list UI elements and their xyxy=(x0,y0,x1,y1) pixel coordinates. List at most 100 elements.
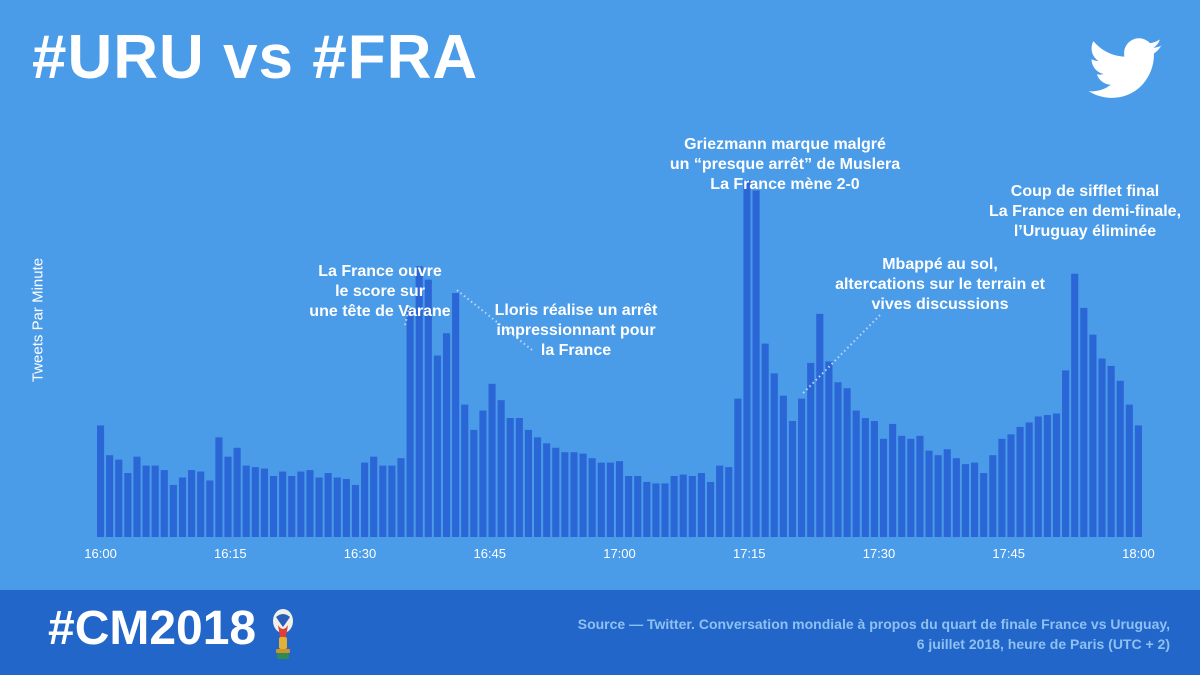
bar-minute-107 xyxy=(1071,273,1079,537)
bar-minute-81 xyxy=(834,382,842,537)
bar-minute-62 xyxy=(661,483,669,537)
twitter-bird-icon xyxy=(1088,38,1162,98)
bar-minute-1 xyxy=(106,455,114,537)
bar-minute-110 xyxy=(1098,358,1106,537)
bar-minute-17 xyxy=(251,467,259,537)
bar-minute-4 xyxy=(133,456,141,538)
bar-minute-106 xyxy=(1062,370,1070,537)
bar-minute-67 xyxy=(706,481,715,537)
bar-minute-7 xyxy=(160,470,168,537)
x-tick-label: 17:15 xyxy=(733,546,766,561)
bar-minute-9 xyxy=(178,477,187,537)
bar-minute-100 xyxy=(1007,434,1015,537)
bar-minute-74 xyxy=(770,373,778,538)
x-tick-label: 18:00 xyxy=(1122,546,1155,561)
bar-minute-102 xyxy=(1025,422,1033,537)
bar-minute-108 xyxy=(1080,307,1088,537)
bar-minute-54 xyxy=(588,458,596,537)
bar-minute-99 xyxy=(998,438,1006,537)
source-note: Source — Twitter. Conversation mondiale … xyxy=(577,616,1170,652)
bar-minute-50 xyxy=(552,447,560,537)
bar-minute-20 xyxy=(279,471,287,537)
bar-minute-97 xyxy=(980,473,988,537)
bar-minute-12 xyxy=(206,480,214,537)
bar-minute-114 xyxy=(1134,425,1142,537)
bar-minute-24 xyxy=(315,477,323,537)
bar-minute-30 xyxy=(370,456,378,538)
annotation-lloris-save: Lloris réalise un arrêt impressionnant po… xyxy=(494,302,658,359)
bar-minute-61 xyxy=(652,483,660,537)
bar-minute-70 xyxy=(734,398,742,537)
bar-minute-26 xyxy=(333,477,341,537)
bar-minute-47 xyxy=(524,429,532,537)
bar-minute-42 xyxy=(479,410,487,537)
bar-minute-55 xyxy=(597,462,605,538)
bar-minute-63 xyxy=(670,476,678,537)
bar-minute-82 xyxy=(843,388,851,537)
x-tick-label: 17:00 xyxy=(603,546,636,561)
bar-minute-19 xyxy=(269,476,278,537)
bar-minute-71 xyxy=(743,180,751,537)
bar-minute-69 xyxy=(725,467,733,537)
bar-minute-11 xyxy=(197,471,205,537)
bar-minute-94 xyxy=(952,458,960,537)
bar-minute-5 xyxy=(142,465,150,537)
bar-minute-36 xyxy=(424,279,432,537)
bar-minute-109 xyxy=(1089,334,1097,537)
tweets-bar-chart: 16:00 16:15 16:30 16:45 17:00 17:15 17:30 17:45… xyxy=(84,180,1155,561)
bar-minute-95 xyxy=(961,464,970,537)
bar-minute-93 xyxy=(943,449,951,537)
bar-minute-38 xyxy=(442,333,451,537)
leader-varane-goal xyxy=(404,303,412,326)
bar-minute-78 xyxy=(807,362,815,537)
bar-minute-73 xyxy=(761,343,769,538)
bar-minute-104 xyxy=(1043,415,1051,537)
bar-minute-14 xyxy=(224,456,232,538)
bar-minute-15 xyxy=(233,447,241,537)
bar-minute-66 xyxy=(697,473,705,537)
bar-minute-29 xyxy=(361,462,369,538)
bar-minute-80 xyxy=(825,361,833,538)
annotation-final-whistle: Coup de sifflet final La France en demi-f… xyxy=(988,183,1182,240)
bar-minute-43 xyxy=(488,383,496,537)
bar-minute-44 xyxy=(497,400,505,537)
bar-minute-16 xyxy=(242,465,250,537)
bar-minute-49 xyxy=(543,443,551,537)
bar-minute-31 xyxy=(379,465,387,537)
bar-minute-96 xyxy=(971,462,979,538)
bar-minute-92 xyxy=(934,455,942,537)
bar-minute-88 xyxy=(898,435,906,537)
bar-minute-35 xyxy=(415,266,423,537)
bar-minute-84 xyxy=(861,418,869,537)
leader-lloris-save xyxy=(454,288,533,351)
bar-minute-86 xyxy=(879,438,888,537)
bar-minute-32 xyxy=(388,465,396,537)
bar-minute-33 xyxy=(397,458,405,537)
x-tick-label: 16:15 xyxy=(214,546,247,561)
bar-minute-98 xyxy=(989,455,997,537)
bar-minute-87 xyxy=(889,423,897,537)
bar-minute-72 xyxy=(752,190,760,537)
bar-minute-23 xyxy=(306,470,314,537)
x-tick-label: 16:00 xyxy=(84,546,117,561)
annotation-varane-goal: La France ouvre le score sur une tête de V… xyxy=(309,263,451,320)
bar-minute-2 xyxy=(115,459,123,537)
bar-minute-77 xyxy=(798,398,806,537)
bar-minute-8 xyxy=(169,484,177,537)
annotation-leaders xyxy=(404,288,881,396)
bar-minute-22 xyxy=(297,471,305,537)
bar-minute-75 xyxy=(779,395,787,537)
bar-minute-40 xyxy=(461,404,469,537)
bar-minute-3 xyxy=(124,473,132,537)
bar-minute-51 xyxy=(561,452,569,537)
annotation-mbappe-altercation: Mbappé au sol, altercations sur le terrai… xyxy=(835,256,1045,313)
bar-minute-76 xyxy=(788,420,797,538)
bar-minute-68 xyxy=(716,465,724,537)
bar-minute-39 xyxy=(452,293,460,537)
bar-minute-64 xyxy=(679,474,687,537)
bar-minute-13 xyxy=(215,437,223,537)
bar-minute-56 xyxy=(606,462,614,538)
bar-minute-53 xyxy=(579,453,587,537)
bar-minute-10 xyxy=(188,470,196,537)
leader-mbappe-altercation xyxy=(800,314,881,396)
